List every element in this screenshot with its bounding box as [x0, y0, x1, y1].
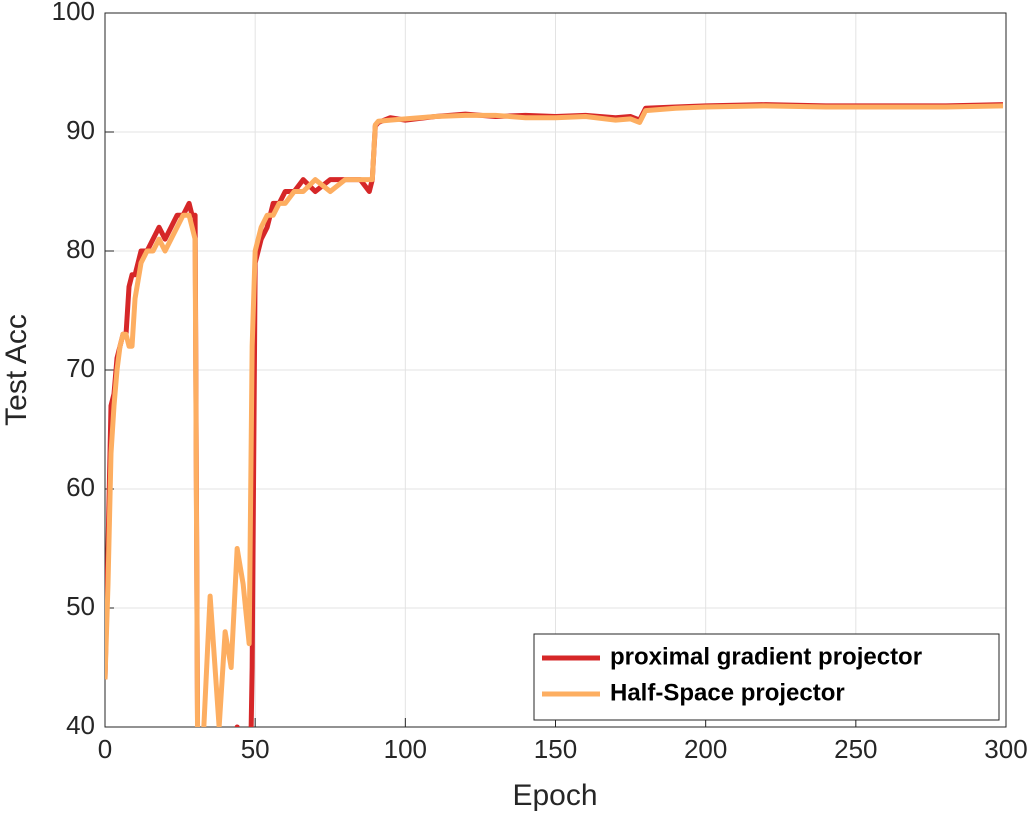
legend-box: [533, 633, 1000, 721]
y-tick-label: 90: [66, 115, 95, 145]
x-tick-label: 0: [98, 734, 112, 764]
x-tick-label: 200: [684, 734, 727, 764]
line-series: [105, 103, 1004, 727]
legend-label: proximal gradient projector: [610, 643, 922, 670]
y-tick-label: 70: [66, 353, 95, 383]
y-tick-label: 60: [66, 472, 95, 502]
plot-frame: [104, 12, 1007, 728]
x-tick-label: 250: [834, 734, 877, 764]
x-tick-label: 100: [384, 734, 427, 764]
x-tick-label: 50: [241, 734, 270, 764]
y-tick-label: 100: [52, 0, 95, 26]
y-tick-label: 40: [66, 710, 95, 740]
x-tick-label: 300: [984, 734, 1027, 764]
x-axis-label: Epoch: [512, 779, 597, 812]
y-tick-label: 50: [66, 591, 95, 621]
y-tick-label: 80: [66, 234, 95, 264]
y-axis-label: Test Acc: [0, 314, 33, 426]
x-tick-label: 150: [534, 734, 577, 764]
plot-area: [105, 102, 1004, 727]
legend-label: Half-Space projector: [610, 679, 845, 706]
